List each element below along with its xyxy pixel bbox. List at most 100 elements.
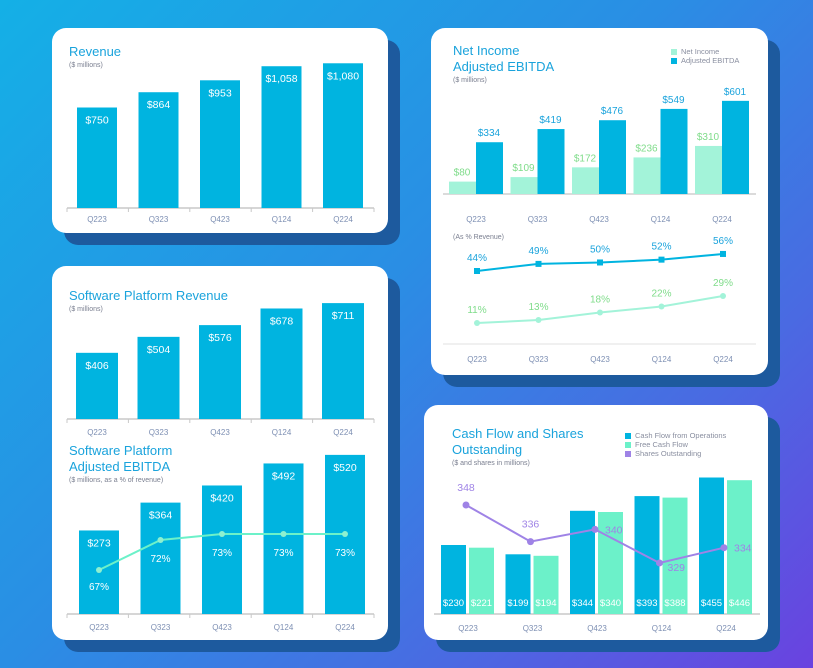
net-income-legend: Net Income Adjusted EBITDA [671,47,739,65]
x-tick-label: Q423 [590,355,610,364]
margin-label: 67% [89,582,109,593]
cfo-label: $199 [507,598,528,609]
software-revenue-subtitle: ($ millions) [69,306,103,313]
x-tick-label: Q124 [652,355,672,364]
bar [140,502,181,614]
bar-free-cash-flow [598,512,623,614]
margin-point [96,567,102,573]
x-tick-label: Q223 [87,215,107,224]
legend-swatch [671,49,677,56]
margin-point [280,531,287,537]
revenue-title: Revenue [69,44,122,59]
net-income-subtitle: ($ millions) [453,77,487,84]
net-income-margin-label: 11% [467,305,486,316]
bar-adjusted-ebitda [722,100,749,194]
software-platform-charts: $406 $504 $576 $678 $711 Q223 Q323 Q423 Q124 Q224… [66,303,375,632]
net-income-label: $236 [635,143,658,154]
bar-free-cash-flow [727,480,752,614]
net-income-margin-point [597,309,603,316]
x-tick-label: Q323 [149,428,169,437]
net-income-label: $109 [512,163,535,174]
fcf-label: $446 [729,598,750,609]
ebitda-label: $419 [539,115,562,126]
net-income-title-1: Net Income [453,43,520,58]
bar-value-label: $750 [85,115,109,127]
percent-revenue-subtitle: (As % Revenue) [453,234,504,241]
x-tick-label: Q223 [458,624,478,633]
x-tick-label: Q224 [333,215,353,224]
x-tick-label: Q323 [151,623,171,632]
bar-adjusted-ebitda [599,120,626,194]
x-tick-label: Q423 [210,215,230,224]
net-income-title-2: Adjusted EBITDA [453,59,555,74]
fcf-label: $221 [471,598,492,609]
legend-item-cfo: Cash Flow from Operations [625,431,726,440]
software-ebitda-title-2: Adjusted EBITDA [69,459,171,474]
legend-label: Shares Outstanding [635,449,702,458]
bar-value-label: $864 [147,99,171,111]
bar [199,325,241,419]
net-income-label: $80 [454,168,471,179]
bar-cash-flow-operations [634,496,660,614]
bar-value-label: $678 [270,315,294,327]
shares-point [591,525,599,533]
bar-value-label: $953 [208,87,232,99]
x-tick-label: Q124 [272,215,292,224]
legend-swatch [625,451,631,458]
shares-point [656,559,663,567]
bar-value-label: $406 [85,360,109,372]
x-tick-label: Q224 [712,215,732,224]
legend-label: Cash Flow from Operations [635,431,727,440]
x-tick-label: Q224 [335,623,355,632]
x-tick-label: Q323 [528,215,548,224]
x-tick-label: Q124 [652,624,672,633]
x-tick-label: Q224 [713,355,733,364]
cash-flow-card: Cash Flow and Shares Outstanding ($ and … [424,405,768,640]
ebitda-margin-point [535,260,542,267]
net-income-label: $172 [574,153,597,164]
legend-label: Net Income [681,47,720,56]
bar [138,92,179,208]
net-income-margin-label: 22% [651,289,671,300]
fcf-label: $388 [664,598,685,609]
x-tick-label: Q124 [274,623,294,632]
x-tick-label: Q223 [467,355,487,364]
x-tick-label: Q223 [89,623,109,632]
legend-item-net-income: Net Income [671,47,739,56]
cash-flow-chart: $230 $221 $199 $194 $344 $340 $393 $388 $455 $446… [434,477,760,633]
net-income-margin-label: 18% [590,295,610,306]
margin-label: 72% [150,554,170,565]
cash-flow-title-1: Cash Flow and Shares [452,426,584,441]
bar-value-label: $711 [332,310,355,322]
bar-value-label: $576 [208,332,232,344]
net-income-card: Net Income Adjusted EBITDA ($ millions) … [431,28,768,375]
bar-net-income [449,181,476,194]
x-tick-label: Q423 [210,428,230,437]
margin-label: 73% [335,548,355,559]
revenue-subtitle: ($ millions) [69,62,103,69]
net-income-label: $310 [697,132,720,143]
x-tick-label: Q224 [716,624,736,633]
x-tick-label: Q323 [149,215,169,224]
bar-value-label: $1,080 [327,70,359,82]
x-tick-label: Q423 [212,623,232,632]
bar-cash-flow-operations [699,477,724,614]
bar-cash-flow-operations [570,510,595,614]
ebitda-margin-point [658,256,665,263]
bar-adjusted-ebitda [660,108,688,194]
ebitda-label: $601 [724,87,747,98]
ebitda-label: $334 [478,128,501,139]
x-tick-label: Q223 [87,428,107,437]
margin-point [219,531,225,537]
x-tick-label: Q224 [333,428,353,437]
legend-swatch [625,442,631,449]
shares-label: 334 [734,543,752,555]
shares-point [527,538,534,546]
margin-label: 73% [273,548,293,559]
bar-net-income [633,157,661,194]
net-income-margin-label: 29% [713,278,733,289]
margin-label: 73% [212,548,232,559]
ebitda-label: $549 [662,95,685,106]
bar [76,352,118,419]
software-ebitda-title-1: Software Platform [69,443,173,458]
